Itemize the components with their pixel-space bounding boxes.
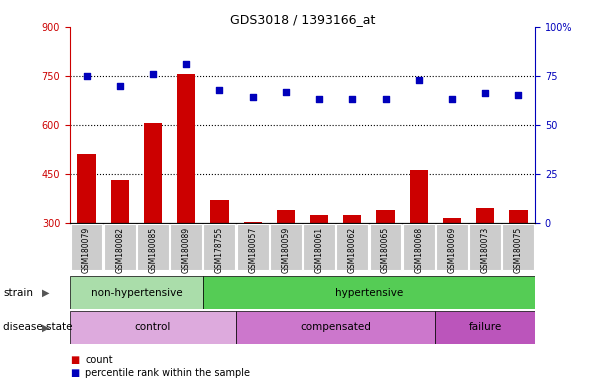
Bar <box>77 154 95 223</box>
Point <box>281 88 291 94</box>
Text: GSM180065: GSM180065 <box>381 227 390 273</box>
Text: disease state: disease state <box>3 322 72 333</box>
FancyBboxPatch shape <box>502 223 534 270</box>
Text: GSM180059: GSM180059 <box>282 227 291 273</box>
FancyBboxPatch shape <box>270 223 302 270</box>
Bar <box>210 200 229 223</box>
Text: ■: ■ <box>70 368 79 378</box>
Bar <box>510 210 528 223</box>
Bar <box>476 208 494 223</box>
Text: GSM180089: GSM180089 <box>182 227 191 273</box>
Text: GSM180079: GSM180079 <box>82 227 91 273</box>
Point <box>381 96 390 103</box>
Text: percentile rank within the sample: percentile rank within the sample <box>85 368 250 378</box>
FancyBboxPatch shape <box>370 223 401 270</box>
Bar <box>443 218 461 223</box>
FancyBboxPatch shape <box>70 276 203 309</box>
FancyBboxPatch shape <box>203 276 535 309</box>
Text: non-hypertensive: non-hypertensive <box>91 288 182 298</box>
Point <box>115 83 125 89</box>
Bar <box>177 74 195 223</box>
Text: GSM178755: GSM178755 <box>215 227 224 273</box>
FancyBboxPatch shape <box>435 311 535 344</box>
FancyBboxPatch shape <box>237 223 269 270</box>
Text: failure: failure <box>469 322 502 333</box>
FancyBboxPatch shape <box>236 311 435 344</box>
Text: GSM180073: GSM180073 <box>481 227 489 273</box>
FancyBboxPatch shape <box>170 223 202 270</box>
Text: compensated: compensated <box>300 322 371 333</box>
Point <box>215 86 224 93</box>
Point <box>181 61 191 67</box>
Text: strain: strain <box>3 288 33 298</box>
FancyBboxPatch shape <box>336 223 368 270</box>
Text: control: control <box>135 322 171 333</box>
Point <box>480 90 490 96</box>
Text: GSM180075: GSM180075 <box>514 227 523 273</box>
Bar <box>343 215 361 223</box>
Bar <box>310 215 328 223</box>
Bar <box>144 123 162 223</box>
FancyBboxPatch shape <box>104 223 136 270</box>
Point <box>514 92 523 98</box>
Point <box>314 96 324 103</box>
Title: GDS3018 / 1393166_at: GDS3018 / 1393166_at <box>230 13 375 26</box>
FancyBboxPatch shape <box>70 311 236 344</box>
Point <box>347 96 357 103</box>
Text: count: count <box>85 355 112 365</box>
Text: GSM180068: GSM180068 <box>414 227 423 273</box>
Text: hypertensive: hypertensive <box>335 288 403 298</box>
FancyBboxPatch shape <box>137 223 169 270</box>
Bar <box>244 222 262 223</box>
FancyBboxPatch shape <box>436 223 468 270</box>
Text: GSM180069: GSM180069 <box>447 227 457 273</box>
Bar <box>111 180 129 223</box>
Text: GSM180061: GSM180061 <box>314 227 323 273</box>
FancyBboxPatch shape <box>403 223 435 270</box>
Text: ▶: ▶ <box>42 322 49 333</box>
Point <box>248 94 258 101</box>
Point <box>148 71 158 77</box>
Text: GSM180062: GSM180062 <box>348 227 357 273</box>
Point <box>447 96 457 103</box>
Bar <box>277 210 295 223</box>
Bar <box>410 170 428 223</box>
FancyBboxPatch shape <box>469 223 501 270</box>
FancyBboxPatch shape <box>303 223 335 270</box>
Point <box>414 77 424 83</box>
Text: ▶: ▶ <box>42 288 49 298</box>
FancyBboxPatch shape <box>204 223 235 270</box>
Bar <box>376 210 395 223</box>
Text: GSM180057: GSM180057 <box>248 227 257 273</box>
Text: ■: ■ <box>70 355 79 365</box>
Point <box>81 73 91 79</box>
Text: GSM180082: GSM180082 <box>116 227 124 273</box>
FancyBboxPatch shape <box>71 223 103 270</box>
Text: GSM180085: GSM180085 <box>148 227 157 273</box>
